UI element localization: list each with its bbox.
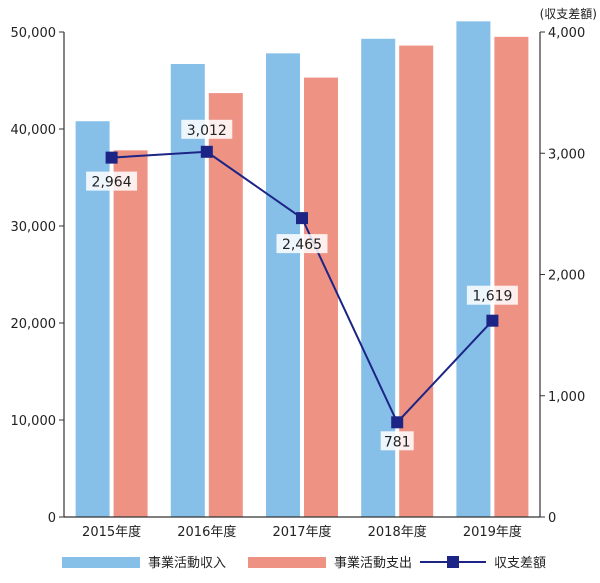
category-label: 2017年度: [272, 524, 331, 540]
data-label-bg: [380, 431, 414, 451]
legend: 事業活動収入 事業活動支出 収支差額: [62, 555, 546, 571]
category-label: 2015年度: [82, 524, 141, 540]
legend-swatch-2: [248, 557, 326, 568]
left-tick-label: 0: [48, 511, 56, 526]
left-tick-label: 20,000: [11, 317, 57, 332]
balance-data-label: 2,465: [282, 237, 322, 253]
balance-line: [111, 150, 494, 425]
bars-layer: [75, 21, 529, 518]
legend-swatch-1: [62, 557, 140, 568]
balance-marker-3: [296, 212, 308, 225]
legend-label-2: 事業活動支出: [334, 555, 412, 571]
labels-layer: 2,964 3,012 2,465 781 1,619: [86, 119, 518, 451]
data-label-bg: [276, 234, 328, 254]
legend-marker-swatch: [447, 556, 459, 568]
data-label-bg: [86, 171, 138, 191]
income-bar-2: [170, 64, 205, 517]
balance-marker-5: [486, 314, 499, 327]
expense-bar-3: [304, 77, 338, 517]
category-label: 2018年度: [368, 524, 427, 540]
left-tick-label: 40,000: [11, 123, 57, 138]
balance-marker-2: [200, 145, 213, 158]
balance-data-label: 781: [384, 434, 411, 450]
right-tick-label: 3,000: [548, 147, 585, 162]
axes-layer: 0 10,000 20,000 30,000 40,000 50,000 0 1,000 2,0…: [11, 7, 598, 540]
right-tick-label: 1,000: [548, 390, 585, 405]
left-tick-label: 30,000: [11, 220, 57, 235]
category-label: 2019年度: [463, 524, 522, 540]
right-tick-label: 0: [548, 511, 556, 526]
legend-label-3: 収支差額: [494, 556, 546, 571]
right-axis-unit-label: (収支差額): [540, 7, 597, 21]
data-label-bg: [466, 285, 518, 305]
right-tick-label: 4,000: [548, 26, 585, 41]
data-label-bg: [181, 119, 233, 139]
category-label: 2016年度: [177, 524, 236, 540]
left-tick-label: 10,000: [11, 414, 57, 429]
left-tick-label: 50,000: [11, 26, 57, 41]
balance-data-label: 3,012: [187, 123, 227, 139]
line-layer: [105, 145, 499, 429]
expense-bar-1: [113, 150, 148, 517]
balance-data-label: 2,964: [92, 175, 132, 191]
income-bar-5: [456, 21, 491, 518]
right-tick-label: 2,000: [548, 269, 585, 284]
balance-marker-4: [391, 416, 404, 429]
balance-marker-1: [105, 151, 118, 164]
balance-data-label: 1,619: [472, 289, 512, 305]
expense-bar-2: [208, 93, 243, 518]
expense-bar-5: [494, 36, 529, 517]
income-bar-3: [266, 53, 300, 518]
legend-label-1: 事業活動収入: [148, 555, 226, 571]
